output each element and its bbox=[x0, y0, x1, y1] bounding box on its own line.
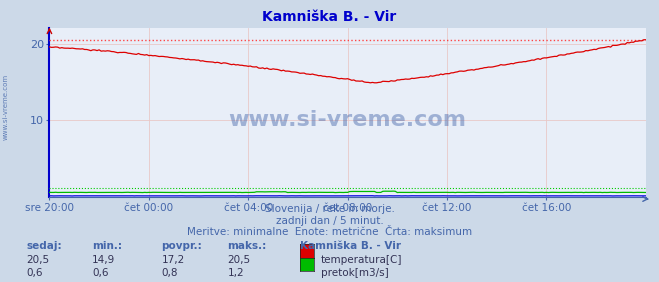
Text: www.si-vreme.com: www.si-vreme.com bbox=[2, 74, 9, 140]
Text: 0,6: 0,6 bbox=[26, 268, 43, 278]
Text: Slovenija / reke in morje.: Slovenija / reke in morje. bbox=[264, 204, 395, 214]
Text: 0,8: 0,8 bbox=[161, 268, 178, 278]
Text: 1,2: 1,2 bbox=[227, 268, 244, 278]
Text: 17,2: 17,2 bbox=[161, 255, 185, 265]
Text: www.si-vreme.com: www.si-vreme.com bbox=[229, 110, 467, 129]
Text: Kamniška B. - Vir: Kamniška B. - Vir bbox=[262, 10, 397, 24]
Text: zadnji dan / 5 minut.: zadnji dan / 5 minut. bbox=[275, 216, 384, 226]
Text: sedaj:: sedaj: bbox=[26, 241, 62, 251]
Text: povpr.:: povpr.: bbox=[161, 241, 202, 251]
Text: 20,5: 20,5 bbox=[26, 255, 49, 265]
Text: 20,5: 20,5 bbox=[227, 255, 250, 265]
Text: min.:: min.: bbox=[92, 241, 123, 251]
Text: 0,6: 0,6 bbox=[92, 268, 109, 278]
Text: maks.:: maks.: bbox=[227, 241, 267, 251]
Text: Kamniška B. - Vir: Kamniška B. - Vir bbox=[300, 241, 401, 251]
Text: pretok[m3/s]: pretok[m3/s] bbox=[321, 268, 389, 278]
Text: temperatura[C]: temperatura[C] bbox=[321, 255, 403, 265]
Text: 14,9: 14,9 bbox=[92, 255, 115, 265]
Text: Meritve: minimalne  Enote: metrične  Črta: maksimum: Meritve: minimalne Enote: metrične Črta:… bbox=[187, 227, 472, 237]
